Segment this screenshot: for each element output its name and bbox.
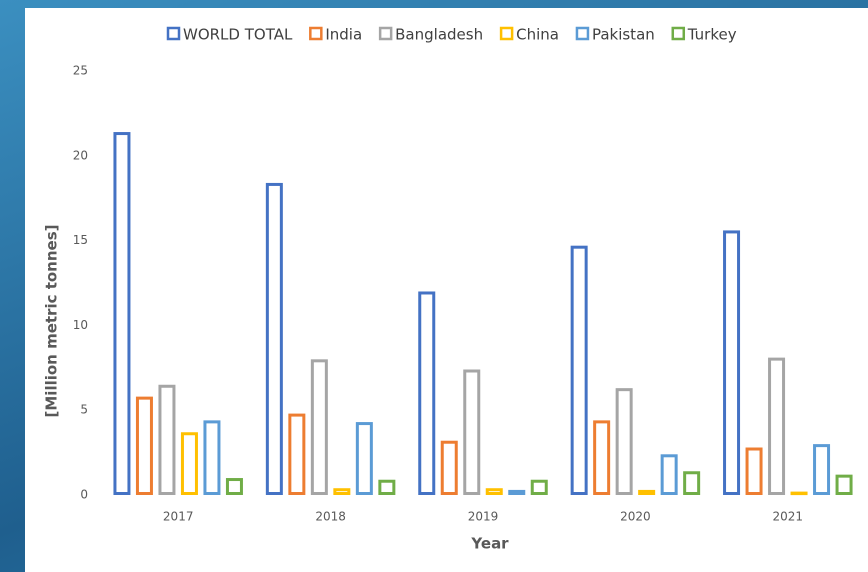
bar [158, 384, 176, 496]
legend-swatch [575, 26, 590, 41]
bar [723, 230, 741, 495]
legend-swatch [309, 26, 323, 41]
bar [113, 132, 131, 495]
bar [225, 478, 243, 496]
bar [135, 396, 153, 495]
y-tick-label: 20 [73, 148, 88, 162]
legend-label: China [516, 26, 559, 44]
legend-swatch [166, 26, 181, 41]
x-tick-label: 2021 [773, 510, 804, 524]
bar [683, 471, 701, 496]
y-tick-label: 5 [80, 403, 88, 417]
bar [355, 422, 373, 495]
legend-label: India [325, 26, 362, 44]
legend-label: Turkey [687, 26, 737, 44]
bar [835, 474, 853, 496]
bar [638, 489, 656, 495]
legend-label: Bangladesh [395, 26, 483, 44]
bar [593, 420, 611, 496]
bar [530, 479, 548, 495]
y-tick-label: 0 [80, 488, 88, 502]
bar [265, 182, 283, 495]
bar [790, 491, 808, 496]
bar [288, 413, 306, 496]
y-axis-label: [Million metric tonnes] [43, 225, 61, 418]
legend-swatch [671, 26, 686, 41]
bar [310, 359, 328, 495]
bar [463, 369, 481, 495]
bar [768, 357, 786, 495]
bar [570, 245, 588, 495]
bar [203, 420, 221, 496]
x-tick-label: 2018 [315, 510, 346, 524]
x-axis-label: Year [470, 535, 509, 553]
x-tick-label: 2020 [620, 510, 651, 524]
bar [180, 432, 198, 495]
y-tick-label: 15 [73, 233, 88, 247]
x-tick-label: 2017 [163, 510, 194, 524]
legend-label: WORLD TOTAL [183, 26, 293, 44]
bar [813, 444, 831, 495]
legend-swatch [378, 26, 393, 41]
legend-swatch [499, 26, 514, 41]
bar [378, 479, 396, 495]
legend-label: Pakistan [592, 26, 655, 44]
bar [615, 388, 633, 496]
bar [440, 440, 458, 495]
bar [508, 489, 526, 495]
bar [745, 447, 763, 495]
y-tick-label: 10 [73, 318, 88, 332]
x-tick-label: 2019 [468, 510, 499, 524]
y-tick-label: 25 [73, 64, 88, 78]
bar [660, 454, 678, 495]
bar [418, 291, 436, 496]
bar [485, 488, 503, 496]
bar [333, 488, 351, 496]
